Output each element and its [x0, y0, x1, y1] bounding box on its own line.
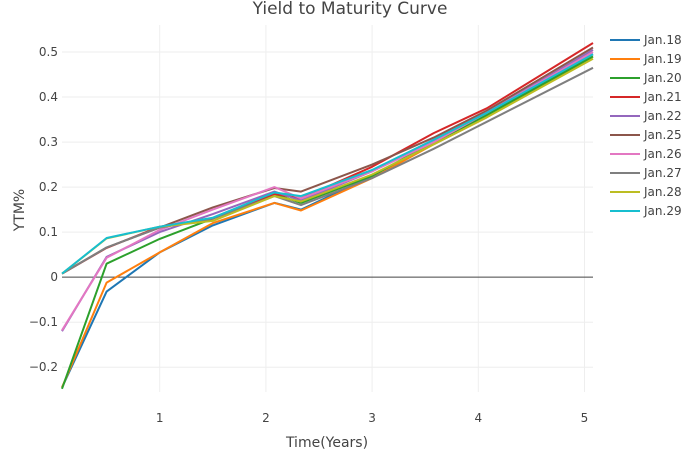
series-line-jan-20[interactable]: [61, 55, 594, 390]
x-tick-label: 2: [262, 411, 270, 425]
series-lines: [61, 42, 594, 390]
legend-label: Jan.22: [643, 109, 682, 123]
y-tick-label: 0.3: [39, 135, 58, 149]
legend-label: Jan.27: [643, 166, 682, 180]
y-tick-label: 0.4: [39, 90, 58, 104]
legend-label: Jan.29: [643, 204, 682, 218]
y-tick-label: −0.2: [29, 360, 58, 374]
x-tick-label: 1: [156, 411, 164, 425]
legend-item-jan-20[interactable]: Jan.20: [610, 71, 682, 85]
y-tick-label: −0.1: [29, 315, 58, 329]
series-line-jan-18[interactable]: [61, 53, 594, 388]
y-tick-label: 0.2: [39, 180, 58, 194]
legend-item-jan-28[interactable]: Jan.28: [610, 185, 682, 199]
legend-item-jan-26[interactable]: Jan.26: [610, 147, 682, 161]
legend-label: Jan.18: [643, 33, 682, 47]
x-tick-label: 3: [368, 411, 376, 425]
legend-item-jan-21[interactable]: Jan.21: [610, 90, 682, 104]
x-tick-label: 4: [474, 411, 482, 425]
legend-item-jan-19[interactable]: Jan.19: [610, 52, 682, 66]
legend-label: Jan.21: [643, 90, 682, 104]
legend-label: Jan.20: [643, 71, 682, 85]
legend-item-jan-27[interactable]: Jan.27: [610, 166, 682, 180]
series-line-jan-29[interactable]: [61, 53, 594, 275]
legend[interactable]: Jan.18 Jan.19 Jan.20 Jan.21 Jan.22 Jan.25 Jan.…: [610, 33, 682, 218]
legend-label: Jan.19: [643, 52, 682, 66]
x-axis-title: Time(Years): [285, 435, 368, 450]
legend-label: Jan.25: [643, 128, 682, 142]
grid: [62, 25, 593, 392]
legend-item-jan-22[interactable]: Jan.22: [610, 109, 682, 123]
y-tick-label: 0.1: [39, 225, 58, 239]
y-tick-label: 0.5: [39, 45, 58, 59]
chart-title: Yield to Maturity Curve: [252, 0, 448, 19]
legend-label: Jan.28: [643, 185, 682, 199]
legend-item-jan-25[interactable]: Jan.25: [610, 128, 682, 142]
series-line-jan-19[interactable]: [61, 55, 594, 388]
legend-item-jan-18[interactable]: Jan.18: [610, 33, 682, 47]
series-line-jan-27[interactable]: [61, 66, 594, 275]
x-tick-label: 5: [581, 411, 589, 425]
legend-label: Jan.26: [643, 147, 682, 161]
legend-item-jan-29[interactable]: Jan.29: [610, 204, 682, 218]
tick-labels: 1 2 3 4 5 −0.2 −0.1 0 0.1 0.2 0.3 0.4 0.5: [29, 45, 588, 425]
y-tick-label: 0: [50, 270, 58, 284]
y-axis-title: YTM%: [12, 189, 28, 233]
series-line-jan-26[interactable]: [61, 51, 594, 331]
